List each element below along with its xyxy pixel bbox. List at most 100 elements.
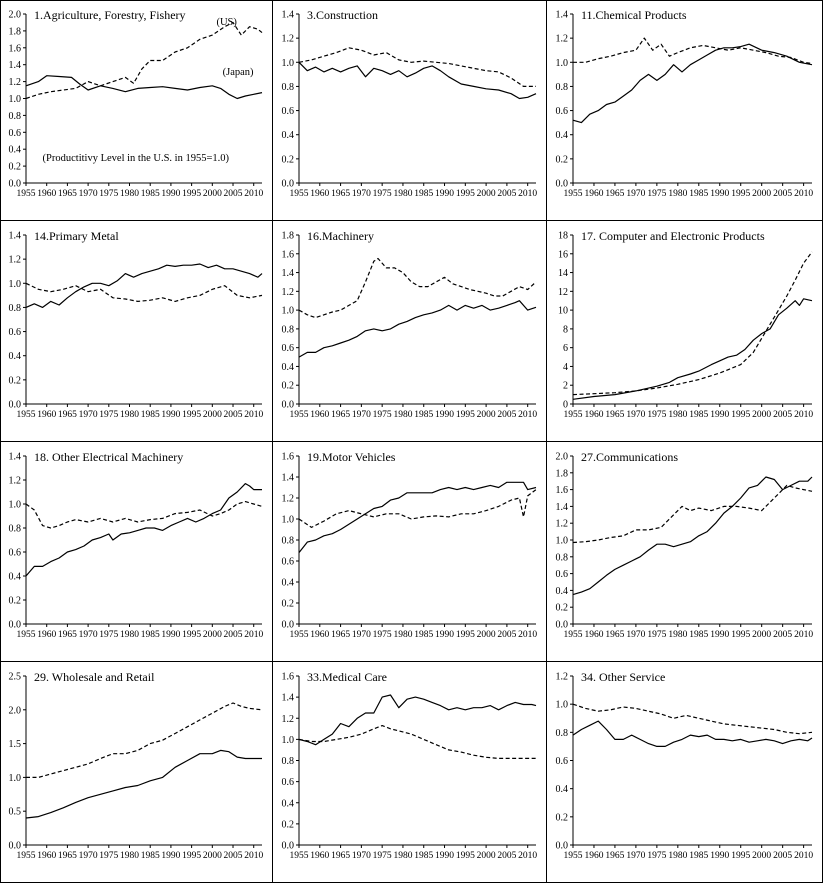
y-tick-label: 1.6: [282, 249, 295, 260]
x-tick-label: 1975: [99, 410, 118, 420]
y-tick-label: 0.4: [556, 586, 569, 597]
x-tick-label: 2010: [244, 410, 263, 420]
x-tick-label: 1965: [331, 851, 350, 861]
y-tick-label: 2.5: [9, 672, 22, 683]
chart-panel-12: 0.0 0.2 0.4 0.6 0.8 1.0 1.2 1955 1960 1965 1970 197…: [547, 662, 822, 882]
border-top: [0, 0, 823, 1]
y-tick-label: 0.0: [9, 841, 22, 852]
y-tick-label: 14: [558, 268, 568, 279]
x-tick-label: 1990: [710, 410, 729, 420]
series-line-japan: [572, 43, 813, 124]
x-tick-label: 1975: [647, 851, 666, 861]
y-tick-label: 1.2: [282, 34, 295, 45]
y-tick-label: 8: [563, 324, 568, 335]
y-tick-label: 0.4: [282, 578, 295, 589]
x-tick-label: 1980: [393, 630, 412, 640]
x-tick-label: 1995: [456, 189, 475, 199]
y-tick-label: 1.5: [9, 739, 22, 750]
chart-title: 14.Primary Metal: [34, 229, 119, 243]
border-left: [0, 0, 1, 883]
y-tick-label: 0.6: [556, 569, 569, 580]
series-line-japan: [25, 482, 262, 577]
chart-panel-2: 0.0 0.2 0.4 0.6 0.8 1.0 1.2 1.4 1955 1960 1965 1970…: [273, 0, 546, 220]
x-tick-label: 1980: [668, 410, 687, 420]
y-tick-label: 1.2: [556, 519, 569, 530]
x-tick-label: 1965: [58, 189, 77, 199]
x-tick-label: 2005: [497, 189, 516, 199]
y-tick-label: 1.0: [282, 306, 295, 317]
chart-svg: 0.0 0.2 0.4 0.6 0.8 1.0 1.2 1.4 1955 1960 1965 1970…: [9, 229, 264, 420]
series-line-us: [573, 37, 813, 65]
x-tick-label: 1990: [161, 630, 180, 640]
y-tick-label: 0.4: [9, 145, 22, 156]
y-tick-label: 1.4: [9, 452, 22, 463]
x-tick-label: 1975: [647, 410, 666, 420]
x-tick-label: 1955: [17, 630, 36, 640]
y-tick-label: 1.6: [282, 672, 295, 683]
y-tick-label: 0.8: [282, 756, 295, 767]
x-tick-label: 2005: [224, 189, 243, 199]
x-tick-label: 2010: [518, 851, 537, 861]
chart-title: 3.Construction: [307, 8, 378, 22]
x-tick-label: 2005: [224, 410, 243, 420]
y-tick-label: 0.2: [282, 381, 295, 392]
series-line-us: [572, 703, 813, 735]
y-tick-label: 1.6: [282, 452, 295, 463]
series-line-us: [25, 21, 263, 100]
x-tick-label: 1960: [37, 630, 56, 640]
x-tick-label: 2000: [752, 189, 771, 199]
x-tick-label: 2000: [203, 851, 222, 861]
x-tick-label: 2005: [773, 630, 792, 640]
x-tick-label: 1975: [647, 630, 666, 640]
x-tick-label: 1970: [626, 630, 645, 640]
x-tick-label: 1960: [310, 189, 329, 199]
x-tick-label: 1955: [290, 630, 309, 640]
chart-title: 29. Wholesale and Retail: [34, 670, 155, 684]
chart-panel-11: 0.0 0.2 0.4 0.6 0.8 1.0 1.2 1.4 1.6 1955 1960 1965 1…: [273, 662, 546, 882]
x-tick-label: 1995: [456, 851, 475, 861]
x-tick-label: 1990: [710, 630, 729, 640]
x-tick-label: 1980: [120, 630, 139, 640]
x-tick-label: 1960: [37, 189, 56, 199]
chart-panel-5: 0.0 0.2 0.4 0.6 0.8 1.0 1.2 1.4 1.6 1.8 1955 1960 19…: [273, 221, 546, 441]
x-tick-label: 1990: [435, 410, 454, 420]
x-tick-label: 1970: [79, 189, 98, 199]
y-tick-label: 1.2: [9, 77, 22, 88]
series-line-japan: [298, 694, 537, 746]
x-tick-label: 1955: [564, 630, 583, 640]
x-tick-label: 1960: [584, 410, 603, 420]
x-tick-label: 2005: [224, 851, 243, 861]
x-tick-label: 2000: [477, 851, 496, 861]
x-tick-label: 1955: [290, 410, 309, 420]
x-tick-label: 1965: [331, 189, 350, 199]
x-tick-label: 1985: [141, 410, 160, 420]
y-tick-label: 0.0: [282, 841, 295, 852]
y-tick-label: 0.2: [556, 812, 569, 823]
y-tick-label: 1.0: [282, 735, 295, 746]
y-tick-label: 0.4: [556, 130, 569, 141]
x-tick-label: 1975: [99, 851, 118, 861]
y-tick-label: 0.2: [282, 819, 295, 830]
grid-divider-h2: [0, 441, 823, 442]
chart-panel-9: 0.0 0.2 0.4 0.6 0.8 1.0 1.2 1.4 1.6 1.8 2.0 1955 196…: [547, 442, 822, 661]
x-tick-label: 1975: [99, 630, 118, 640]
x-tick-label: 1990: [710, 851, 729, 861]
grid-divider-h3: [0, 661, 823, 662]
y-tick-label: 4: [563, 362, 568, 373]
x-tick-label: 2010: [518, 410, 537, 420]
y-tick-label: 1.4: [282, 693, 295, 704]
series-line-japan: [25, 75, 263, 100]
series-label-japan: (Japan): [223, 67, 254, 78]
x-tick-label: 2000: [477, 189, 496, 199]
y-tick-label: 1.6: [556, 485, 569, 496]
y-tick-label: 0.2: [9, 596, 22, 607]
y-tick-label: 1.4: [9, 60, 22, 71]
legend-note: (Productitivy Level in the U.S. in 1955=…: [43, 153, 230, 164]
y-tick-label: 16: [558, 249, 568, 260]
x-tick-label: 2010: [518, 630, 537, 640]
x-tick-label: 1955: [564, 851, 583, 861]
x-tick-label: 1980: [668, 851, 687, 861]
y-tick-label: 1.2: [282, 287, 295, 298]
